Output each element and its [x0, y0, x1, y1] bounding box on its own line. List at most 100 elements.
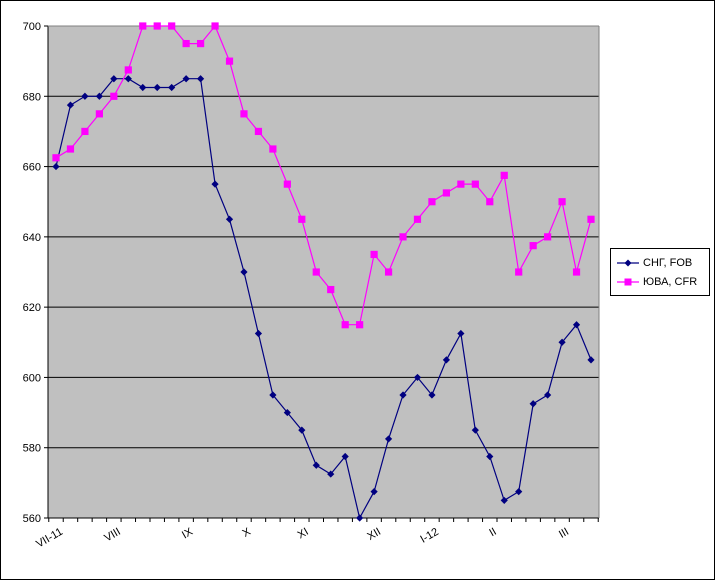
data-point	[529, 242, 537, 250]
data-point	[225, 57, 234, 65]
data-point	[413, 215, 422, 223]
x-tick-label: XII	[365, 526, 383, 543]
data-point	[81, 127, 89, 136]
data-point	[558, 338, 566, 346]
plot-area	[48, 26, 599, 518]
grid-lines	[48, 25, 599, 519]
legend-swatch-series-1	[617, 259, 639, 267]
legend-item-series-1: СНГ, FOB	[617, 255, 692, 271]
data-point	[486, 452, 494, 461]
y-tick-label: 620	[23, 302, 41, 314]
x-tick-label: II	[487, 526, 498, 539]
data-point	[399, 391, 407, 399]
data-point	[298, 215, 306, 223]
x-tick-label: I-12	[418, 526, 440, 546]
legend-label-series-2: ЮВА, CFR	[643, 276, 698, 288]
y-tick-label: 640	[23, 232, 41, 244]
chart-legend: СНГ, FOB ЮВА, CFR	[610, 248, 710, 296]
data-point	[225, 215, 234, 223]
y-tick-label: 560	[23, 513, 41, 525]
data-point	[168, 83, 176, 92]
data-point	[153, 83, 161, 92]
data-point	[298, 426, 306, 434]
data-point	[312, 268, 320, 276]
x-tick-label: VII-11	[34, 526, 65, 551]
data-point	[110, 75, 118, 83]
data-point	[587, 356, 595, 364]
data-point	[52, 162, 60, 171]
y-tick-label: 660	[23, 162, 41, 174]
data-point	[312, 461, 320, 469]
data-point	[66, 145, 75, 153]
data-point	[356, 514, 364, 522]
series-lines	[52, 22, 595, 522]
data-point	[341, 321, 349, 329]
data-point	[544, 233, 552, 241]
y-tick-label: 600	[23, 372, 41, 384]
data-point	[370, 488, 378, 496]
data-point	[196, 39, 205, 48]
x-tick-label: VIII	[102, 526, 122, 545]
data-point	[428, 391, 436, 399]
data-point	[442, 356, 451, 364]
data-point	[182, 39, 190, 48]
data-point	[413, 373, 422, 382]
data-point	[327, 470, 335, 478]
data-point	[196, 75, 205, 83]
data-point	[211, 22, 219, 30]
y-axis-ticks: 560 580 600 620 640 660 680 700	[23, 21, 48, 525]
data-point	[515, 488, 523, 496]
data-point	[529, 400, 537, 408]
data-point	[95, 92, 103, 100]
data-point	[544, 391, 552, 399]
data-point	[269, 145, 277, 153]
data-point	[153, 22, 161, 30]
data-point	[240, 268, 248, 276]
data-point	[587, 215, 595, 223]
data-point	[254, 329, 263, 338]
data-point	[139, 83, 147, 92]
y-tick-label: 680	[23, 91, 41, 103]
data-point	[182, 75, 190, 83]
data-point	[500, 496, 508, 505]
x-tick-label: X	[241, 525, 254, 539]
data-point	[457, 329, 465, 338]
data-point	[442, 189, 451, 197]
data-point	[283, 408, 291, 417]
data-point	[471, 180, 479, 188]
y-tick-label: 580	[23, 443, 41, 455]
data-point	[254, 127, 263, 136]
data-point	[269, 391, 277, 399]
data-point	[211, 180, 219, 188]
data-point	[572, 321, 581, 329]
data-point	[52, 154, 60, 162]
data-point	[384, 435, 393, 443]
data-point	[124, 66, 132, 74]
data-point	[327, 285, 335, 294]
legend-item-series-2: ЮВА, CFR	[617, 274, 697, 290]
data-point	[384, 268, 393, 276]
data-point	[139, 22, 147, 30]
data-point	[110, 92, 118, 100]
x-tick-label: IX	[180, 526, 196, 542]
data-point	[558, 198, 566, 206]
data-point	[240, 110, 248, 118]
y-tick-label: 700	[23, 21, 41, 33]
series-1	[52, 75, 595, 522]
data-point	[356, 321, 364, 329]
data-point	[370, 250, 378, 259]
x-axis-ticks: VII-11 VIII IX X XI XII I-12 II III	[34, 518, 599, 551]
legend-swatch-series-2	[617, 278, 639, 286]
data-point	[515, 268, 523, 276]
data-point	[283, 180, 291, 188]
data-point	[168, 22, 176, 30]
data-point	[95, 110, 103, 118]
data-point	[471, 426, 479, 434]
series-2	[52, 22, 595, 329]
legend-label-series-1: СНГ, FOB	[643, 257, 693, 269]
data-point	[341, 452, 349, 461]
data-point	[428, 198, 436, 206]
data-point	[457, 180, 465, 188]
data-point	[486, 198, 494, 206]
